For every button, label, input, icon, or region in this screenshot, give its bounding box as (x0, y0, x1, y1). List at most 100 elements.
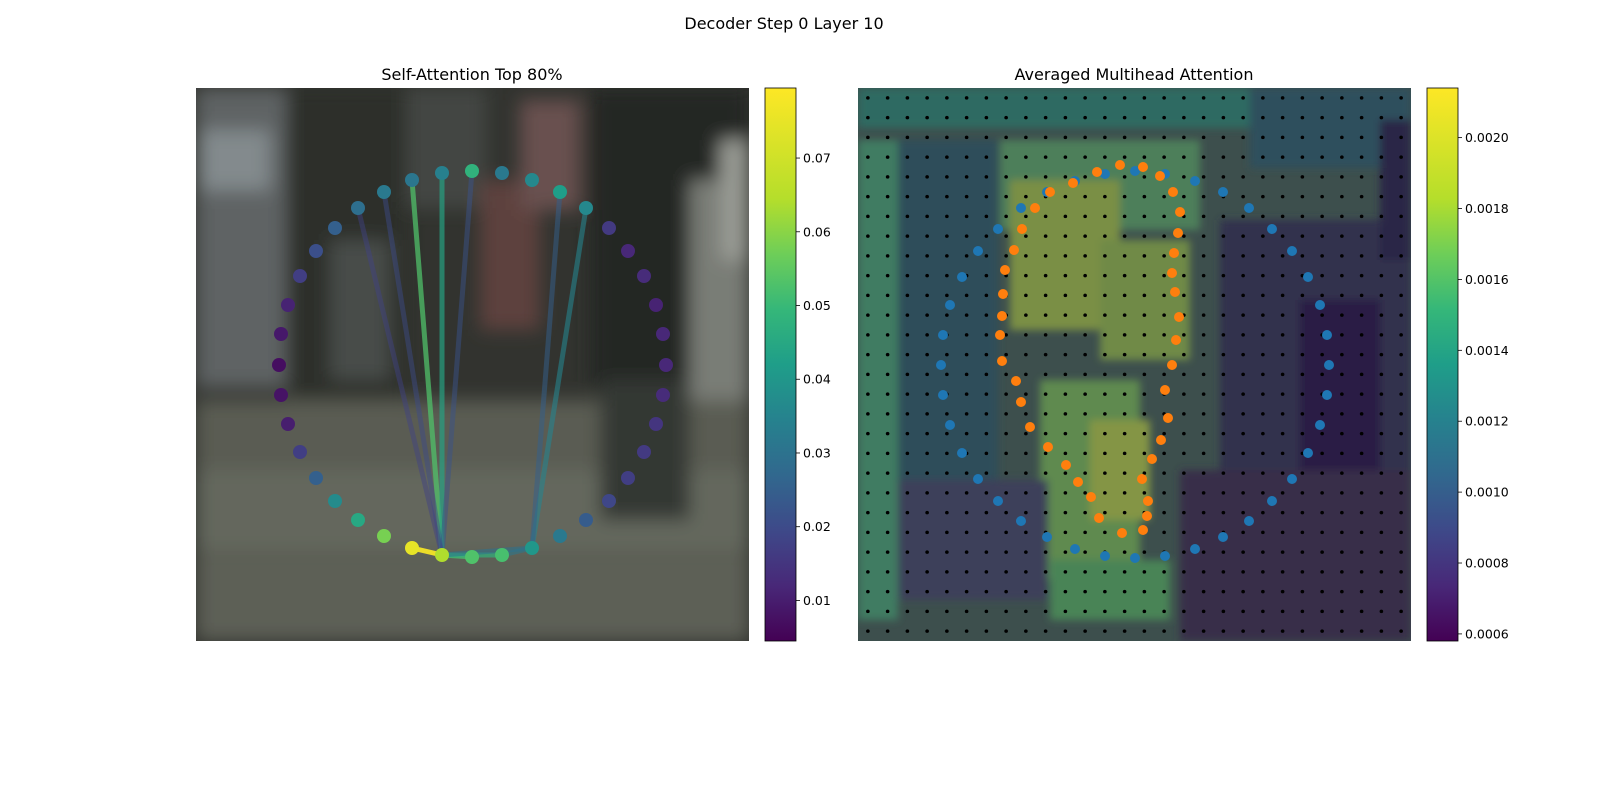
grid-dot (1280, 570, 1285, 574)
query-point (525, 173, 539, 187)
grid-dot (1142, 609, 1147, 614)
inner-point (1160, 385, 1170, 395)
grid-dot (1340, 589, 1344, 594)
grid-dot (885, 451, 890, 456)
grid-dot (1103, 234, 1107, 238)
grid-dot (945, 254, 949, 258)
grid-dot (1083, 155, 1087, 159)
inner-point (1115, 160, 1125, 170)
grid-dot (1379, 234, 1384, 238)
grid-dot (1241, 392, 1245, 396)
grid-dot (1024, 234, 1028, 238)
query-point (281, 417, 295, 431)
grid-dot (1221, 491, 1226, 495)
grid-dot (905, 273, 910, 278)
grid-dot (1043, 234, 1048, 238)
grid-dot (1004, 175, 1008, 179)
grid-dot (925, 175, 929, 179)
grid-dot (1201, 273, 1206, 278)
grid-dot (1399, 451, 1403, 456)
multihead-attention-title: Averaged Multihead Attention (1015, 65, 1254, 84)
inner-point (1061, 460, 1071, 470)
grid-dot (1122, 96, 1127, 100)
grid-dot (905, 313, 910, 317)
grid-dots (866, 96, 1403, 633)
query-point (328, 494, 342, 508)
grid-dot (1182, 570, 1186, 574)
grid-dot (1182, 333, 1186, 337)
grid-dot (1221, 392, 1226, 396)
grid-dot (1399, 589, 1403, 594)
grid-dot (1122, 510, 1127, 515)
grid-dot (1063, 431, 1068, 436)
grid-dot (1103, 491, 1107, 495)
grid-dot (1379, 589, 1384, 594)
outer-point (993, 496, 1003, 506)
grid-dot (945, 135, 949, 140)
grid-dot (1122, 471, 1127, 475)
grid-dot (1221, 333, 1226, 337)
inner-point (1025, 422, 1035, 432)
query-point (274, 388, 288, 402)
outer-point (1218, 532, 1228, 542)
grid-dot (1142, 570, 1147, 574)
grid-dot (1261, 412, 1265, 416)
grid-dot (1004, 392, 1008, 396)
grid-dot (866, 392, 870, 396)
grid-dot (1182, 431, 1186, 436)
grid-dot (925, 510, 929, 515)
grid-dot (1063, 372, 1068, 377)
grid-dot (1142, 313, 1147, 317)
grid-dot (1182, 352, 1186, 357)
grid-dot (1182, 372, 1186, 377)
grid-dot (1221, 115, 1226, 120)
grid-dot (1142, 589, 1147, 594)
grid-dot (1024, 372, 1028, 377)
grid-dot (1221, 254, 1226, 258)
grid-dot (1103, 510, 1107, 515)
grid-dot (885, 431, 890, 436)
grid-dot (1399, 510, 1403, 515)
self-attention-panel: Self-Attention Top 80% (196, 65, 831, 642)
grid-dot (1083, 570, 1087, 574)
grid-dot (1083, 451, 1087, 456)
grid-dot (1024, 115, 1028, 120)
grid-dot (866, 431, 870, 436)
grid-dot (1024, 96, 1028, 100)
grid-dot (1379, 510, 1384, 515)
query-point (377, 529, 391, 543)
grid-dot (1359, 293, 1364, 298)
grid-dot (945, 273, 949, 278)
grid-dot (1083, 313, 1087, 317)
grid-dot (1063, 471, 1068, 475)
grid-dot (945, 550, 949, 554)
grid-dot (984, 372, 989, 377)
outer-point (1016, 516, 1026, 526)
grid-dot (1182, 293, 1186, 298)
grid-dot (1043, 155, 1048, 159)
grid-dot (1024, 431, 1028, 436)
grid-dot (1261, 254, 1265, 258)
query-point (272, 358, 286, 372)
grid-dot (984, 352, 989, 357)
grid-dot (1142, 194, 1147, 199)
grid-dot (945, 234, 949, 238)
outer-point (1100, 551, 1110, 561)
grid-dot (1241, 194, 1245, 199)
grid-dot (1221, 214, 1226, 219)
grid-dot (1320, 530, 1324, 535)
grid-dot (964, 372, 969, 377)
grid-dot (1241, 352, 1245, 357)
grid-dot (905, 412, 910, 416)
grid-dot (1063, 589, 1068, 594)
query-point (309, 244, 323, 258)
grid-dot (1122, 431, 1127, 436)
grid-dot (945, 96, 949, 100)
inner-point (1043, 442, 1053, 452)
grid-dot (1182, 392, 1186, 396)
grid-dot (1004, 254, 1008, 258)
grid-dot (1201, 629, 1206, 633)
grid-dot (1043, 313, 1048, 317)
grid-dot (1399, 155, 1403, 159)
grid-dot (1261, 491, 1265, 495)
